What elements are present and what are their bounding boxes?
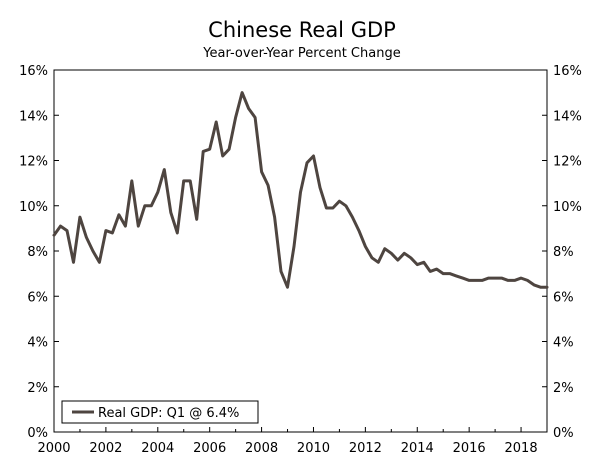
x-tick-label: 2014	[401, 441, 434, 456]
x-tick-label: 2008	[245, 441, 278, 456]
legend: Real GDP: Q1 @ 6.4%	[61, 400, 259, 424]
chart-title: Chinese Real GDP	[208, 18, 396, 42]
x-tick-label: 2002	[89, 441, 122, 456]
x-tick-label: 2016	[453, 441, 486, 456]
y-tick-label-left: 0%	[27, 426, 48, 441]
y-tick-label-left: 14%	[19, 109, 48, 124]
y-tick-label-right: 6%	[553, 290, 574, 305]
gdp-series-line	[52, 91, 549, 289]
y-tick-label-left: 16%	[19, 64, 48, 79]
x-tick-label: 2006	[193, 441, 226, 456]
x-tick-label: 2000	[37, 441, 70, 456]
y-tick-label-right: 2%	[553, 381, 574, 396]
y-tick-label-right: 8%	[553, 245, 574, 260]
y-tick-label-right: 14%	[553, 109, 582, 124]
y-tick-label-left: 2%	[27, 381, 48, 396]
x-tick-label: 2012	[349, 441, 382, 456]
x-tick-label: 2018	[505, 441, 538, 456]
x-axis: 2000 2002 2004 2006 2008 2010 2012 2014 2016 2018	[37, 427, 548, 456]
y-tick-label-right: 16%	[553, 64, 582, 79]
y-tick-label-right: 4%	[553, 336, 574, 351]
y-tick-label-left: 12%	[19, 155, 48, 170]
chart-subtitle: Year-over-Year Percent Change	[202, 46, 400, 61]
y-tick-label-right: 12%	[553, 155, 582, 170]
y-tick-label-left: 8%	[27, 245, 48, 260]
legend-box	[61, 400, 259, 424]
y-tick-label-left: 4%	[27, 336, 48, 351]
y-axis-right: 0% 2% 4% 6% 8% 10% 12% 14% 16%	[542, 64, 582, 441]
x-tick-label: 2004	[141, 441, 174, 456]
y-tick-label-right: 10%	[553, 200, 582, 215]
plot-frame	[53, 69, 548, 433]
y-tick-label-left: 10%	[19, 200, 48, 215]
y-tick-label-left: 6%	[27, 290, 48, 305]
legend-label: Real GDP: Q1 @ 6.4%	[98, 406, 239, 421]
y-tick-label-right: 0%	[553, 426, 574, 441]
x-tick-label: 2010	[297, 441, 330, 456]
y-axis-left: 0% 2% 4% 6% 8% 10% 12% 14% 16%	[19, 64, 59, 441]
